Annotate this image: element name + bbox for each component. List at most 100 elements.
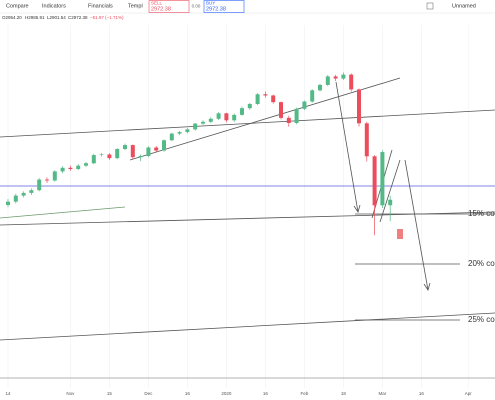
candle-body — [357, 89, 361, 124]
candle-body — [29, 190, 34, 193]
annotation: 25% co — [468, 315, 495, 324]
candle-body — [146, 147, 151, 156]
arrow-head — [353, 204, 361, 213]
trendline — [0, 312, 495, 341]
buy-price: 2972.38 — [206, 6, 226, 12]
candle-body — [333, 76, 338, 79]
candle-body — [162, 140, 166, 151]
candle-body — [294, 108, 299, 124]
sell-price: 2972.38 — [151, 6, 171, 12]
drawings — [0, 77, 495, 379]
x-tick-label: 16 — [185, 391, 191, 396]
toolbar-item[interactable]: Financials — [88, 3, 113, 9]
annotation: 20% co — [468, 259, 495, 268]
candle-body — [107, 154, 112, 159]
annotation: 15% co — [468, 209, 495, 218]
arrow — [404, 159, 429, 291]
candle-body — [318, 84, 322, 91]
candle-body — [286, 117, 291, 124]
candle-body — [240, 108, 244, 115]
grid — [7, 25, 469, 388]
ohlc-change: −51.97 (−1.71%) — [90, 15, 124, 20]
candle-body — [193, 123, 198, 130]
candle-body — [99, 154, 104, 156]
buy-label: BUY — [206, 1, 215, 6]
toolbar-bg — [0, 0, 495, 13]
layout-icon[interactable] — [426, 2, 434, 10]
x-tick-label: 18 — [341, 391, 347, 396]
sell-label: SELL — [151, 1, 163, 6]
candle-body — [341, 74, 346, 79]
candle-body — [216, 113, 221, 119]
candle-body — [380, 152, 385, 206]
candle-body — [364, 123, 369, 157]
x-tick-label: 15 — [107, 391, 113, 396]
candle-body — [84, 163, 88, 166]
ohlc-value: C2972.38 — [68, 15, 88, 20]
candle-body — [247, 103, 252, 109]
channel-line — [379, 159, 401, 223]
candle-body — [13, 195, 18, 202]
highlight-box — [397, 229, 403, 239]
ohlc-legend: O2954.20 H2985.91 L2901.54 C2972.38 −51.… — [2, 15, 124, 20]
toolbar-item[interactable]: Compare — [6, 3, 29, 9]
candle-body — [6, 201, 10, 205]
candle-body — [21, 192, 26, 196]
candle-body — [45, 179, 49, 181]
candle-body — [115, 149, 120, 159]
candles — [6, 72, 393, 236]
x-tick-label: Dec — [144, 391, 153, 396]
candle-body — [388, 199, 393, 206]
layout-name[interactable]: Unnamed — [452, 3, 476, 9]
candle-body — [52, 171, 57, 181]
trendline — [0, 109, 495, 138]
candle-body — [302, 101, 307, 109]
candle-body — [232, 114, 237, 121]
candle-body — [224, 113, 229, 121]
candle-body — [37, 179, 42, 191]
x-tick-label: 16 — [419, 391, 425, 396]
candle-body — [76, 165, 81, 169]
candle-body — [60, 167, 65, 172]
candle-body — [349, 74, 354, 90]
candle-body — [279, 102, 283, 118]
arrow-head — [423, 282, 431, 291]
ohlc-value: L2901.54 — [47, 15, 66, 20]
candle-body — [310, 90, 315, 102]
candle-body — [325, 76, 330, 85]
candle-body — [372, 156, 377, 206]
candle-body — [91, 155, 96, 164]
candle-body — [185, 129, 190, 133]
candle-body — [169, 133, 174, 141]
trendline — [0, 206, 126, 219]
x-tick-label: Nov — [66, 391, 75, 396]
trendline — [129, 77, 401, 161]
candle-body — [123, 145, 127, 150]
labels: 14 Nov 15 Dec 16 2020 16 Feb 18 Mar 16 Apr 15% co 20%… — [5, 209, 495, 396]
candle-body — [255, 94, 260, 104]
x-tick-label: Apr — [465, 391, 473, 396]
x-tick-label: 14 — [5, 391, 11, 396]
sell-button[interactable] — [148, 0, 190, 13]
ohlc-value: O2954.20 — [2, 15, 22, 20]
candle-body — [208, 118, 213, 122]
candle-body — [177, 132, 182, 134]
arrow — [335, 81, 359, 213]
candle-body — [271, 95, 276, 103]
candle-body — [68, 167, 73, 169]
candle-body — [154, 147, 159, 151]
candle-body — [263, 94, 268, 96]
x-tick-label: Feb — [301, 391, 309, 396]
buy-button[interactable] — [203, 0, 245, 13]
x-tick-label: 2020 — [221, 391, 232, 396]
toolbar-item[interactable]: Indicators — [42, 3, 66, 9]
candle-body — [130, 145, 135, 158]
x-tick-label: Mar — [379, 391, 387, 396]
toolbar-item[interactable]: Templ — [128, 3, 143, 9]
ohlc-value: H2985.91 — [25, 15, 45, 20]
x-tick-label: 16 — [263, 391, 269, 396]
candle-body — [201, 121, 205, 124]
candle-body — [138, 155, 143, 158]
spread: 0.00 — [192, 4, 201, 9]
